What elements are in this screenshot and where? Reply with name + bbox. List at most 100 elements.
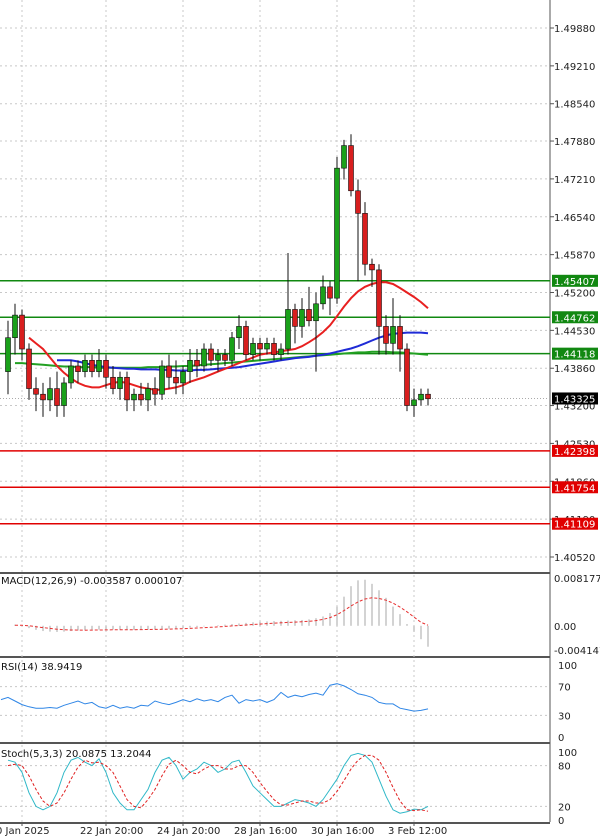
bull-candle-body [250, 343, 256, 355]
ma-fast-line [28, 281, 429, 391]
stoch-pane-bottom [0, 822, 550, 824]
bull-candle-body [418, 393, 424, 401]
bear-candle-body [257, 343, 263, 350]
candle [411, 388, 417, 417]
stoch-main-line [7, 752, 429, 814]
candle [33, 377, 39, 412]
candle [131, 388, 137, 412]
candle [341, 139, 347, 180]
price-tick-label: 1.40520 [554, 553, 595, 564]
price-tag-label: 1.43325 [554, 394, 595, 405]
candle [299, 298, 305, 338]
candle [68, 360, 74, 389]
price-tag-box [552, 347, 598, 360]
stoch-signal-line [7, 754, 429, 812]
candle [12, 303, 18, 355]
bear-candle-body [369, 263, 375, 271]
candle [390, 298, 396, 355]
bear-candle-body [124, 376, 130, 401]
candle [96, 349, 102, 378]
bull-candle-body [131, 393, 137, 401]
bear-candle-body [208, 348, 214, 361]
candle [5, 320, 11, 395]
bear-candle-body [404, 348, 410, 406]
candle [138, 382, 144, 406]
price-tag-label: 1.44118 [554, 350, 595, 361]
candle [222, 349, 228, 366]
bear-candle-body [103, 360, 109, 378]
bull-candle-body [285, 309, 291, 350]
candle [208, 343, 214, 366]
candle [54, 371, 60, 417]
price-tick-label: 1.43200 [554, 402, 595, 413]
candle [152, 377, 158, 406]
time-tick-label: 28 Jan 16:00 [234, 826, 297, 837]
candle [334, 156, 340, 304]
bull-candle-body [390, 326, 396, 344]
bull-candle-body [264, 343, 270, 350]
candle [19, 309, 25, 361]
candle [75, 360, 81, 383]
resistance-price-tag: 1.45407 [552, 274, 598, 288]
price-tick-label: 1.44530 [554, 326, 595, 337]
time-tick-label: 22 Jan 20:00 [80, 826, 143, 837]
price-tag-box [552, 517, 598, 530]
bear-candle-body [348, 145, 354, 192]
candle [306, 286, 312, 327]
candle [117, 371, 123, 400]
stoch-tick-label: 0 [558, 816, 564, 827]
price-tag-box [552, 274, 598, 287]
bear-candle-body [306, 309, 312, 322]
resistance-price-tag: 1.44762 [552, 311, 598, 324]
candle [215, 349, 221, 372]
stoch-title: Stoch(5,3,3) 20.0875 13.2044 [1, 749, 152, 760]
bull-candle-body [82, 360, 88, 372]
bull-candle-body [159, 365, 165, 395]
stoch-tick-label: 80 [558, 762, 571, 773]
candle [278, 343, 284, 361]
price-tags: 1.45407 1.44762 1.44118 1.43325 1.42398 1.417… [552, 274, 598, 531]
candle [40, 382, 46, 417]
bear-candle-body [271, 343, 277, 355]
bull-candle-body [201, 348, 207, 367]
macd-tick-label: 0.008177 [554, 574, 600, 585]
candle [362, 202, 368, 276]
candle [355, 179, 361, 282]
bear-candle-body [75, 365, 81, 372]
candle [376, 264, 382, 355]
candle [285, 252, 291, 355]
rsi-tick-label: 30 [558, 711, 571, 722]
indicator-titles: MACD(12,26,9) -0.003587 0.000107 RSI(14)… [1, 576, 182, 760]
macd-tick-label: -0.004147 [554, 646, 600, 657]
macd-pane-bottom [0, 656, 550, 658]
candle [187, 349, 193, 383]
candle [292, 303, 298, 344]
price-tick-label: 1.49210 [554, 62, 595, 73]
price-tag-label: 1.42398 [554, 447, 595, 458]
candle [124, 371, 130, 412]
price-tick-label: 1.45200 [554, 289, 595, 300]
bear-candle-body [194, 360, 200, 367]
candle [369, 258, 375, 287]
bull-candle-body [236, 326, 242, 339]
macd-title: MACD(12,26,9) -0.003587 0.000107 [1, 576, 182, 587]
bull-candle-body [12, 314, 18, 339]
candle [110, 365, 116, 395]
bear-candle-body [355, 190, 361, 214]
price-tag-label: 1.41109 [554, 520, 595, 531]
bear-candle-body [110, 376, 116, 389]
candle [397, 315, 403, 372]
candle [320, 275, 326, 310]
stoch-tick-label: 100 [558, 748, 577, 759]
candle [166, 354, 172, 389]
bull-candle-body [411, 399, 417, 406]
bear-candle-body [362, 213, 368, 265]
candle [229, 332, 235, 366]
rsi-indicator [0, 683, 550, 716]
support-price-tag: 1.41109 [552, 517, 598, 531]
price-tick-label: 1.47880 [554, 137, 595, 148]
bull-candle-body [61, 382, 67, 406]
bull-candle-body [145, 388, 151, 401]
candle [243, 320, 249, 361]
